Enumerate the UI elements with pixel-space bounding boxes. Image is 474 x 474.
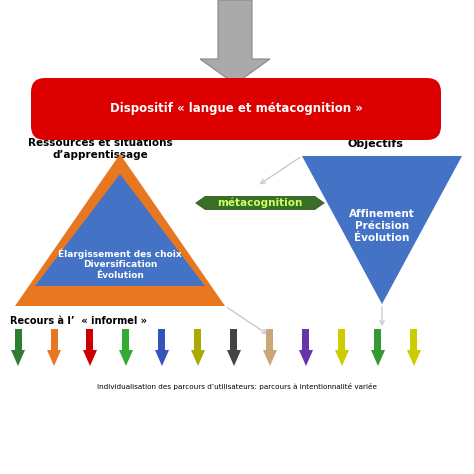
Polygon shape	[315, 196, 325, 210]
Polygon shape	[374, 329, 382, 350]
Polygon shape	[335, 350, 349, 366]
Polygon shape	[407, 350, 421, 366]
Polygon shape	[122, 329, 129, 350]
Text: Ressources et situations
d’apprentissage: Ressources et situations d’apprentissage	[27, 138, 173, 160]
Text: Individualisation des parcours d’utilisateurs: parcours à intentionnalité variée: Individualisation des parcours d’utilisa…	[97, 383, 377, 390]
Polygon shape	[205, 196, 315, 210]
Polygon shape	[200, 0, 270, 84]
Polygon shape	[302, 156, 462, 304]
Polygon shape	[194, 329, 201, 350]
Text: Affinement
Précision
Évolution: Affinement Précision Évolution	[349, 210, 415, 243]
Polygon shape	[227, 350, 241, 366]
Polygon shape	[35, 174, 205, 286]
Polygon shape	[119, 350, 133, 366]
Polygon shape	[11, 350, 25, 366]
Polygon shape	[266, 329, 273, 350]
Polygon shape	[230, 329, 237, 350]
Text: Élargissement des choix
Diversification
Évolution: Élargissement des choix Diversification …	[58, 248, 182, 280]
Text: métacognition: métacognition	[217, 198, 303, 208]
Polygon shape	[83, 350, 97, 366]
Polygon shape	[15, 154, 225, 306]
Text: Dispositif « langue et métacognition »: Dispositif « langue et métacognition »	[109, 101, 363, 115]
Polygon shape	[263, 350, 277, 366]
Polygon shape	[371, 350, 385, 366]
Polygon shape	[191, 350, 205, 366]
Polygon shape	[15, 329, 21, 350]
Polygon shape	[47, 350, 61, 366]
Polygon shape	[158, 329, 165, 350]
Text: Recours à l’  « informel »: Recours à l’ « informel »	[10, 316, 147, 326]
Polygon shape	[302, 329, 310, 350]
Polygon shape	[195, 196, 205, 210]
Polygon shape	[338, 329, 346, 350]
Polygon shape	[410, 329, 418, 350]
Text: Objectifs: Objectifs	[347, 139, 403, 149]
Polygon shape	[86, 329, 93, 350]
Polygon shape	[299, 350, 313, 366]
Polygon shape	[155, 350, 169, 366]
Polygon shape	[51, 329, 57, 350]
FancyBboxPatch shape	[31, 78, 441, 140]
